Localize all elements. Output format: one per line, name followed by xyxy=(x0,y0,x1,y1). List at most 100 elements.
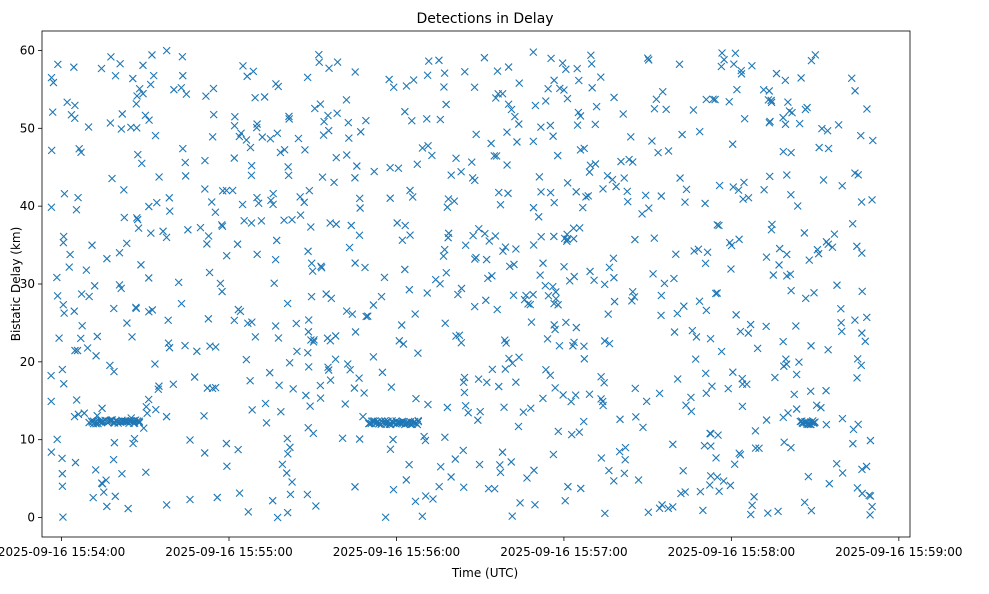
data-point xyxy=(77,290,86,298)
data-point xyxy=(868,502,877,511)
data-point xyxy=(269,200,277,209)
data-point xyxy=(386,445,395,454)
data-point xyxy=(616,415,624,424)
data-point xyxy=(673,309,682,318)
data-point xyxy=(83,344,92,352)
data-point xyxy=(331,355,340,364)
data-point xyxy=(553,151,562,160)
data-point xyxy=(324,111,332,120)
data-point xyxy=(526,300,535,309)
data-point xyxy=(740,178,748,187)
data-point xyxy=(186,495,194,504)
data-point xyxy=(414,417,423,426)
data-point xyxy=(286,490,295,499)
data-point xyxy=(408,193,417,201)
data-point xyxy=(730,460,739,469)
data-point xyxy=(177,299,186,308)
data-point xyxy=(702,389,711,398)
data-point xyxy=(265,368,274,377)
data-point xyxy=(551,325,559,334)
data-point xyxy=(854,420,863,429)
data-point xyxy=(572,187,581,196)
data-point xyxy=(200,411,208,420)
data-point xyxy=(848,219,857,228)
data-point xyxy=(418,512,427,521)
data-point xyxy=(480,53,489,62)
data-point xyxy=(133,215,142,224)
data-point xyxy=(164,339,173,347)
data-point xyxy=(141,111,150,120)
data-point xyxy=(271,255,280,264)
data-point xyxy=(541,281,550,290)
data-point xyxy=(400,265,409,274)
data-point xyxy=(801,105,810,114)
data-point xyxy=(804,472,813,481)
data-point xyxy=(303,490,312,499)
data-point xyxy=(832,459,841,468)
data-point xyxy=(293,347,301,356)
data-point xyxy=(592,102,601,111)
data-point xyxy=(552,294,560,303)
data-point xyxy=(258,133,267,141)
data-point xyxy=(713,220,722,229)
data-point xyxy=(72,396,81,404)
data-point xyxy=(60,309,69,317)
data-point xyxy=(795,358,803,366)
data-point xyxy=(779,362,788,371)
data-point xyxy=(655,389,664,398)
data-point xyxy=(682,401,690,410)
data-point xyxy=(165,207,174,215)
data-point xyxy=(324,366,333,374)
data-point xyxy=(621,443,630,452)
data-point xyxy=(435,482,444,491)
data-point xyxy=(460,67,469,76)
x-tick-label: 2025-09-16 15:55:00 xyxy=(165,545,292,559)
data-point xyxy=(582,192,590,201)
data-point xyxy=(493,305,502,314)
data-point xyxy=(148,306,157,314)
data-point xyxy=(838,414,847,423)
data-point xyxy=(639,423,647,432)
data-point xyxy=(436,115,445,124)
data-point xyxy=(679,466,688,475)
data-point xyxy=(307,292,316,301)
data-point xyxy=(725,97,734,106)
data-point xyxy=(317,263,326,272)
data-point xyxy=(452,154,460,163)
data-point xyxy=(424,141,432,150)
data-point xyxy=(439,252,448,260)
data-point xyxy=(322,290,331,298)
data-point xyxy=(671,250,680,259)
data-point xyxy=(237,129,245,138)
data-point xyxy=(135,417,144,426)
data-point xyxy=(494,382,503,391)
data-point xyxy=(824,240,833,249)
data-point xyxy=(762,322,771,331)
data-point xyxy=(440,245,449,254)
data-point xyxy=(304,363,313,371)
data-point xyxy=(868,196,876,204)
data-point xyxy=(406,186,414,195)
data-point xyxy=(858,465,866,474)
data-point xyxy=(634,476,643,484)
data-point xyxy=(700,441,709,450)
data-point xyxy=(473,416,482,425)
data-point xyxy=(724,384,733,393)
data-point xyxy=(511,245,520,253)
data-point xyxy=(737,69,746,78)
data-point xyxy=(853,483,862,492)
data-point xyxy=(863,105,871,113)
data-point xyxy=(695,297,704,306)
data-point xyxy=(649,269,657,278)
data-point xyxy=(60,189,69,198)
data-point xyxy=(706,442,715,450)
data-point xyxy=(591,160,600,168)
data-point xyxy=(351,259,360,267)
data-point xyxy=(578,203,587,212)
data-point xyxy=(678,130,687,139)
data-point xyxy=(560,86,568,94)
data-point xyxy=(145,116,153,125)
data-point xyxy=(573,64,582,73)
data-point xyxy=(575,223,584,232)
data-point xyxy=(580,354,589,363)
